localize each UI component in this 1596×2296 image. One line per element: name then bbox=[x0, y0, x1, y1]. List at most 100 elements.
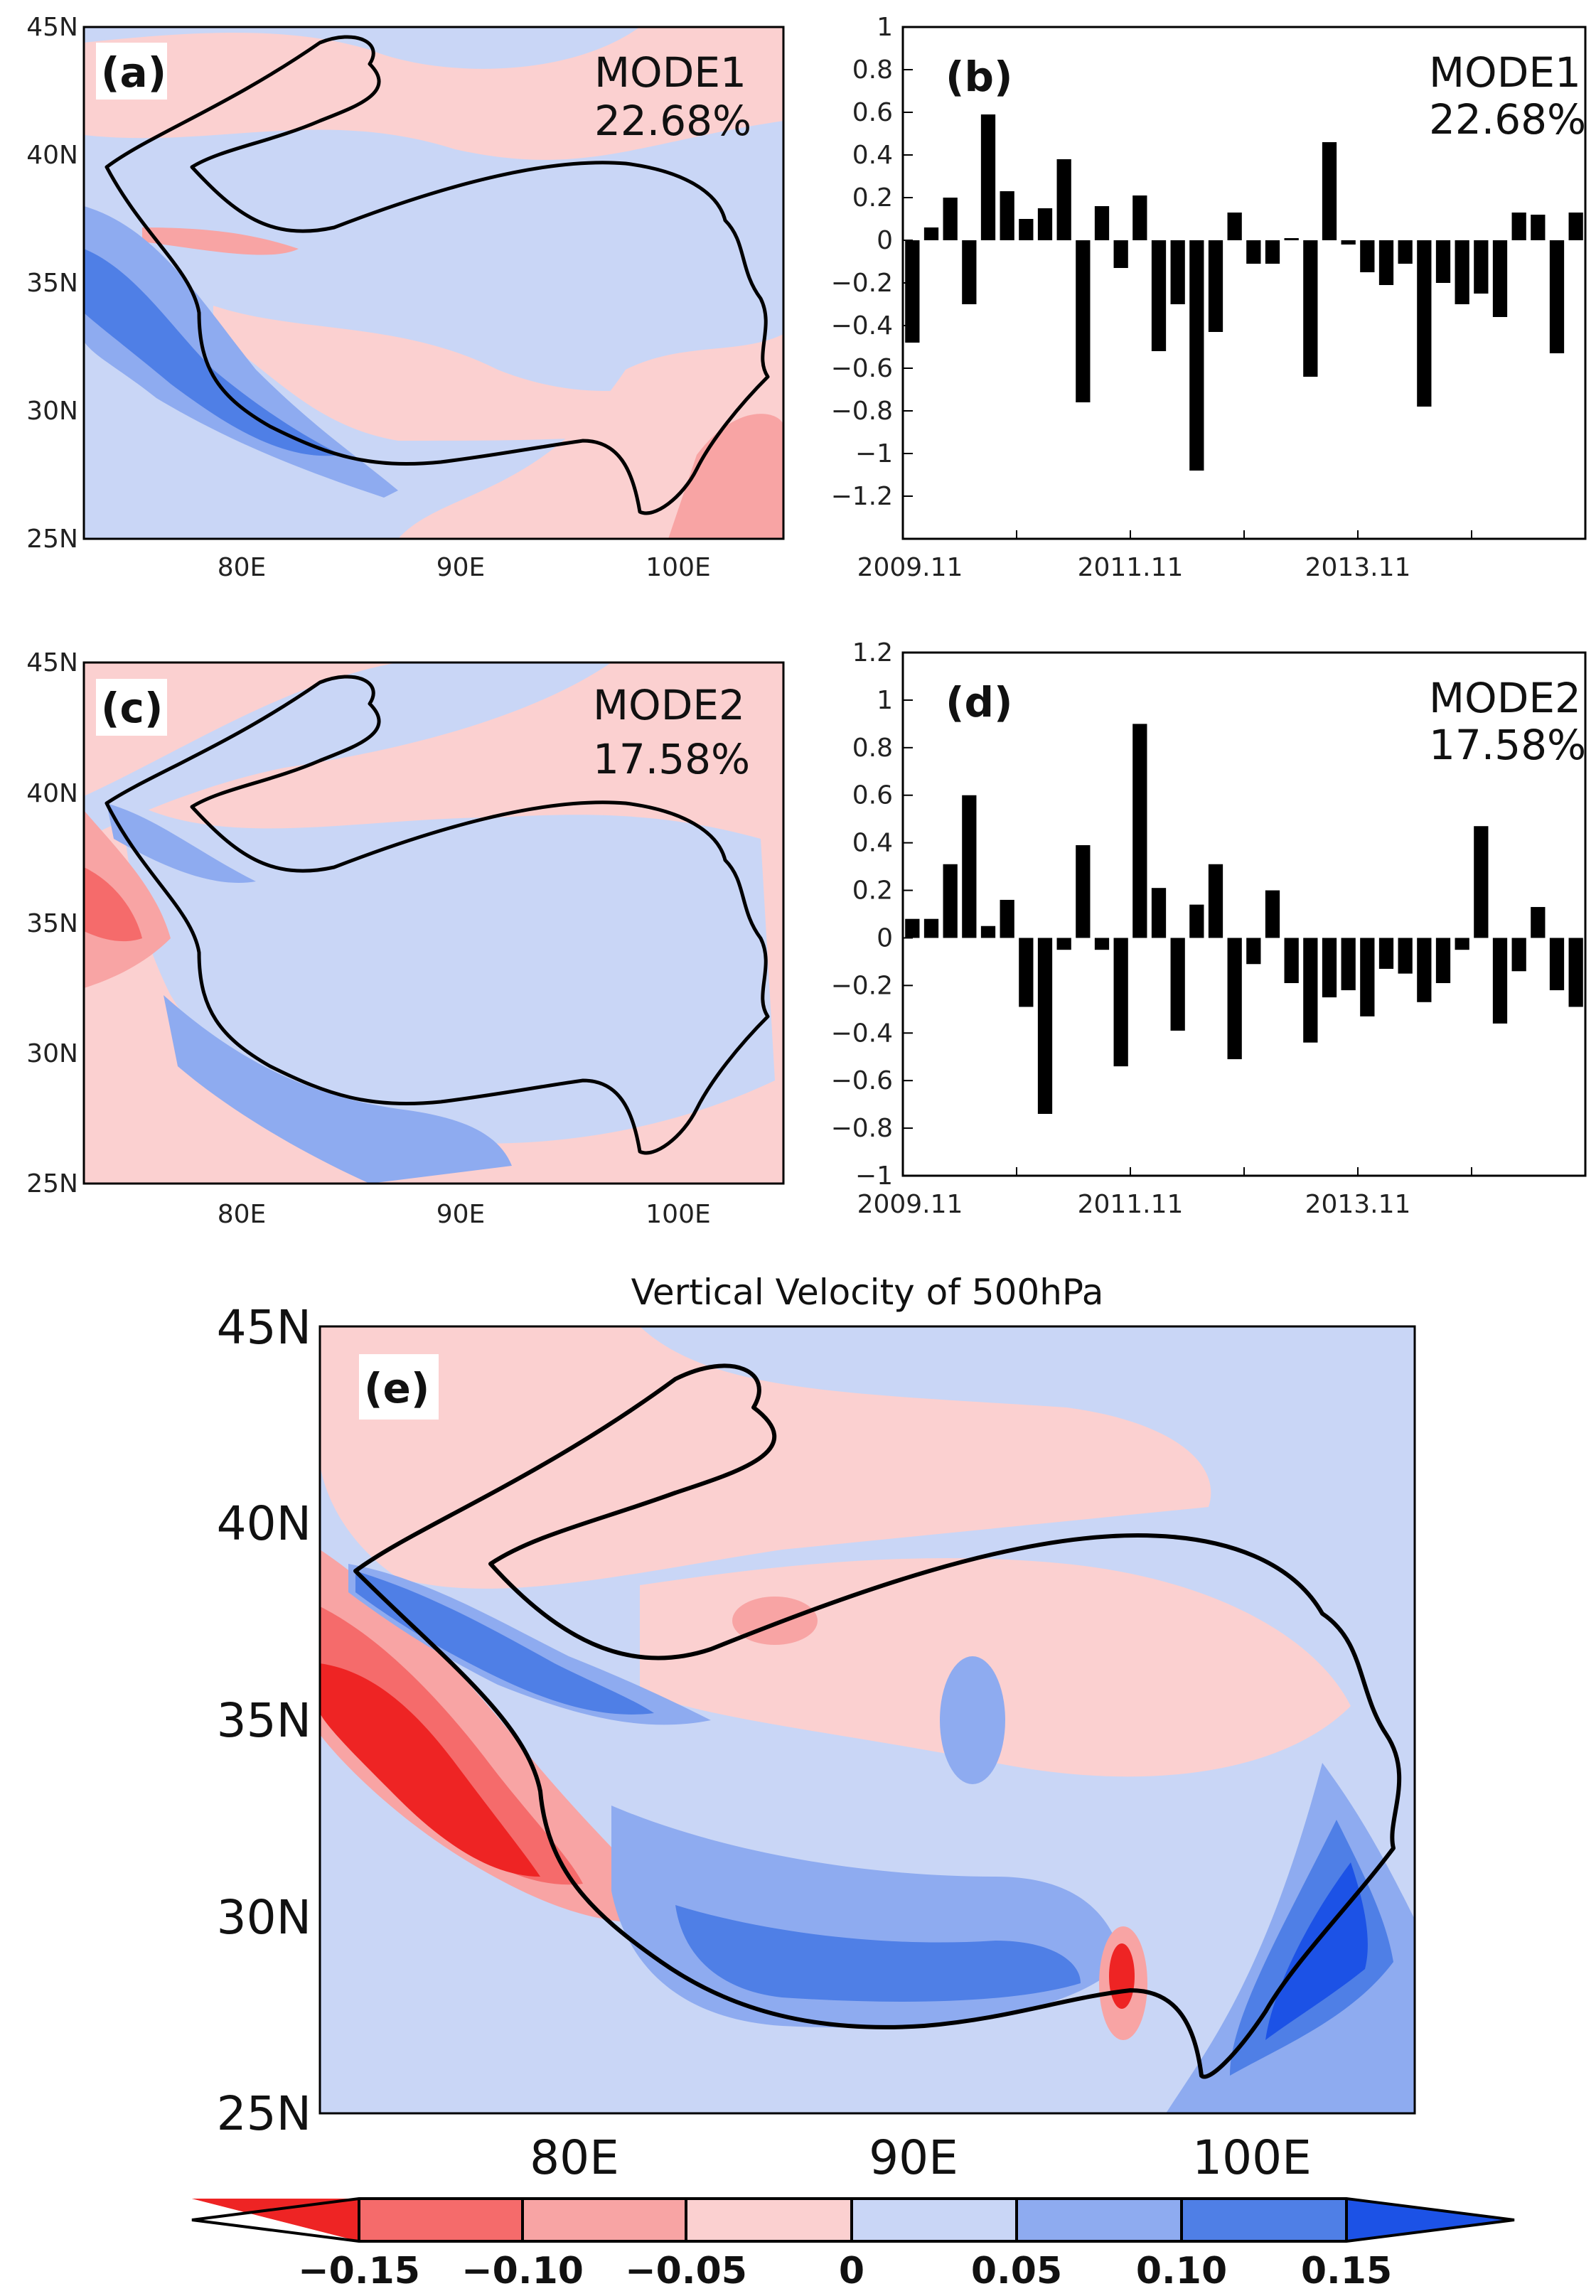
chart-b-bar bbox=[943, 198, 958, 240]
chart-d-bar bbox=[1417, 938, 1432, 1002]
chart-d-bar bbox=[1531, 906, 1546, 938]
colorbar-labels: −0.15 −0.10 −0.05 0 0.05 0.10 0.15 bbox=[298, 2250, 1392, 2292]
chart-d-bar bbox=[1474, 826, 1489, 938]
map-e-plateau-boundary bbox=[353, 1363, 1402, 2079]
chart-b-xtick-label: 2013.11 bbox=[1305, 553, 1411, 582]
map-c-lat-tick: 40N bbox=[26, 779, 78, 808]
chart-b-bar bbox=[1322, 142, 1337, 240]
colorbar-label: −0.10 bbox=[461, 2250, 584, 2292]
chart-b-bar bbox=[1208, 240, 1223, 332]
map-a-frame bbox=[82, 26, 785, 540]
map-e-blue-northwest-deep bbox=[355, 1571, 654, 1715]
chart-b-bar bbox=[962, 240, 977, 304]
chart-d-title: MODE2 bbox=[1429, 674, 1581, 722]
chart-d-bar bbox=[1170, 938, 1185, 1031]
map-panel-c bbox=[82, 661, 785, 1185]
chart-d-bar bbox=[923, 918, 939, 938]
map-a-blue-west-deep bbox=[84, 249, 341, 456]
map-e-lon-tick: 90E bbox=[869, 2130, 958, 2185]
chart-d-bar bbox=[962, 795, 977, 938]
map-e-lat-tick: 45N bbox=[217, 1300, 311, 1355]
chart-d-ytick-label: 1 bbox=[877, 686, 893, 715]
chart-d-bar bbox=[1227, 938, 1242, 1060]
chart-d-bar bbox=[1360, 938, 1375, 1016]
chart-d-bar bbox=[1246, 938, 1261, 965]
colorbar: −0.15 −0.10 −0.05 0 0.05 0.10 0.15 bbox=[191, 2197, 1515, 2292]
chart-d-bar bbox=[1076, 844, 1091, 938]
chart-d-bar bbox=[1435, 938, 1451, 984]
chart-b-bar bbox=[923, 227, 939, 240]
chart-d-ytick-label: 0.8 bbox=[852, 734, 893, 763]
map-c-text: (c) MODE2 17.58% 45N 40N 35N 30N 25N 80E… bbox=[26, 648, 750, 1229]
chart-b-bar bbox=[1246, 240, 1261, 264]
colorbar-label: −0.15 bbox=[298, 2250, 420, 2292]
chart-d-bar bbox=[1132, 724, 1147, 938]
map-a-lat-tick: 25N bbox=[26, 525, 78, 554]
map-e-lat-tick: 30N bbox=[217, 1890, 311, 1945]
chart-b-ytick-label: −0.6 bbox=[831, 354, 893, 383]
chart-b-bar bbox=[1511, 213, 1526, 240]
map-e-title: Vertical Velocity of 500hPa bbox=[631, 1272, 1104, 1313]
bar-chart-d: 1.2 1 0.8 0.6 0.4 0.2 0 −0.2 −0.4 −0.6 −0.8 −12009.… bbox=[831, 638, 1587, 1219]
chart-b-ytick-label: 0.6 bbox=[852, 98, 893, 127]
chart-d-bar bbox=[1151, 888, 1167, 938]
colorbar-extend-low-lower bbox=[192, 2199, 359, 2241]
map-e-blue-east-core bbox=[1265, 1862, 1368, 2040]
colorbar-segment-neg0 bbox=[686, 2199, 852, 2241]
map-e-frame bbox=[318, 1325, 1416, 2115]
chart-b-bar bbox=[1000, 191, 1014, 240]
map-c-lat-tick: 35N bbox=[26, 909, 78, 938]
chart-b-bar bbox=[1568, 213, 1583, 240]
map-e-blue-spot bbox=[940, 1656, 1005, 1784]
map-e-red-central bbox=[640, 1557, 1351, 1777]
map-panel-e bbox=[318, 1325, 1416, 2115]
map-c-lon-axis: 80E 90E 100E bbox=[218, 1200, 711, 1229]
chart-b-bar bbox=[1341, 240, 1356, 245]
colorbar-segment-neg1 bbox=[523, 2199, 686, 2241]
map-a-lon-tick: 90E bbox=[437, 553, 486, 582]
chart-d-ytick-label: −1 bbox=[855, 1162, 893, 1191]
chart-b-xtick-label: 2009.11 bbox=[857, 553, 963, 582]
colorbar-segment-pos0 bbox=[852, 2199, 1017, 2241]
chart-b-ytick-label: 1 bbox=[877, 13, 893, 42]
map-c-variance: 17.58% bbox=[593, 735, 750, 783]
chart-b-ytick-label: −1.2 bbox=[831, 482, 893, 511]
map-a-lat-tick: 35N bbox=[26, 269, 78, 298]
bar-chart-b: 1 0.8 0.6 0.4 0.2 0 −0.2 −0.4 −0.6 −0.8 −1 −1.2 2009… bbox=[831, 13, 1587, 582]
chart-d-bar bbox=[1019, 938, 1034, 1007]
map-c-blue-plateau bbox=[121, 796, 775, 1144]
chart-b-ytick-label: 0.8 bbox=[852, 55, 893, 85]
map-c-frame bbox=[82, 661, 785, 1185]
chart-b-bar bbox=[1360, 240, 1375, 272]
map-a-lon-tick: 80E bbox=[218, 553, 267, 582]
chart-b-bar bbox=[1151, 240, 1167, 351]
map-e-label-box bbox=[359, 1354, 439, 1420]
map-c-lon-tick: 90E bbox=[437, 1200, 486, 1229]
map-e-lon-tick: 100E bbox=[1192, 2130, 1312, 2185]
chart-d-bar bbox=[1037, 938, 1053, 1115]
chart-d-bar bbox=[1284, 938, 1299, 984]
chart-b-bar bbox=[1455, 240, 1469, 304]
chart-d-ytick-label: 0.4 bbox=[852, 829, 893, 858]
map-a-label-box bbox=[96, 43, 167, 100]
chart-b-bar bbox=[1189, 240, 1204, 471]
chart-b-bar bbox=[1227, 213, 1242, 240]
colorbar-extend-high bbox=[1346, 2199, 1514, 2241]
map-c-label-box bbox=[96, 679, 167, 736]
chart-d-bar bbox=[1398, 938, 1413, 974]
chart-d-bar bbox=[1208, 864, 1223, 938]
chart-b-bar bbox=[1265, 240, 1280, 264]
chart-b-ytick-label: −0.4 bbox=[831, 311, 893, 340]
chart-b-bar bbox=[1037, 208, 1053, 240]
chart-d-ytick-label: 0.6 bbox=[852, 781, 893, 810]
chart-b-bar bbox=[1284, 238, 1299, 240]
chart-d-ytick-label: −0.6 bbox=[831, 1066, 893, 1095]
chart-d-bar bbox=[1341, 938, 1356, 991]
colorbar-label: 0.05 bbox=[971, 2250, 1062, 2292]
map-c-mode: MODE2 bbox=[593, 681, 745, 729]
map-e-lat-tick: 40N bbox=[217, 1496, 311, 1551]
map-e-blue-south-deep bbox=[675, 1905, 1081, 2002]
colorbar-label: 0.15 bbox=[1301, 2250, 1392, 2292]
map-panel-a bbox=[82, 26, 785, 540]
map-c-blue-south bbox=[164, 995, 512, 1184]
